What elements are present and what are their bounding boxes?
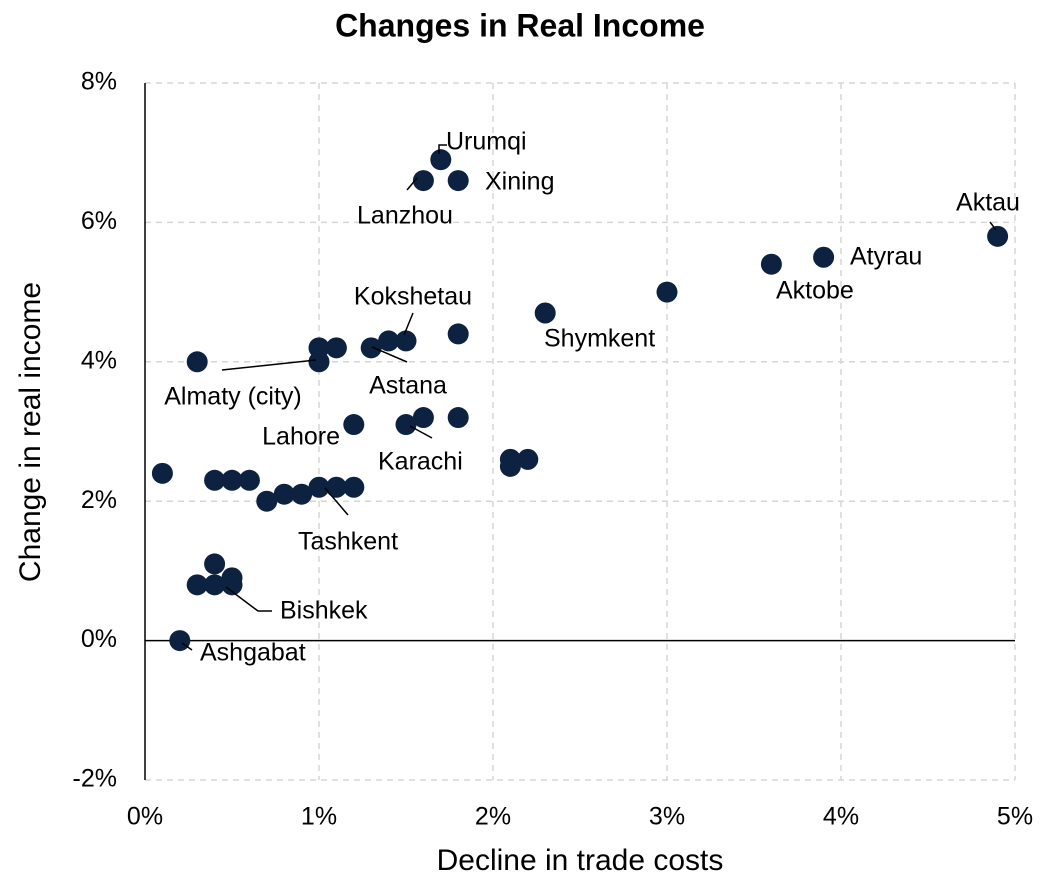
point — [395, 414, 417, 436]
x-tick-label: 3% — [649, 803, 685, 831]
point — [308, 476, 330, 498]
point — [760, 253, 782, 275]
point — [378, 330, 400, 352]
point — [395, 330, 417, 352]
point — [325, 337, 347, 359]
point — [186, 351, 208, 373]
point — [412, 170, 434, 192]
leader-line — [406, 177, 418, 191]
point-label: Kokshetau — [354, 283, 472, 311]
point-label: Bishkek — [280, 597, 368, 625]
point — [308, 351, 330, 373]
x-tick-label: 4% — [823, 803, 859, 831]
point — [343, 476, 365, 498]
point — [813, 246, 835, 268]
point-label: Karachi — [378, 448, 463, 476]
point — [343, 414, 365, 436]
point — [447, 407, 469, 429]
point — [534, 302, 556, 324]
point-label: Lahore — [262, 423, 340, 451]
y-axis-title: Change in real income — [14, 282, 47, 582]
y-tick-label: 4% — [81, 346, 117, 374]
point-label: Xining — [485, 168, 555, 196]
point-label: Urumqi — [446, 128, 527, 156]
leader-line — [324, 487, 349, 516]
y-tick-label: 8% — [81, 68, 117, 96]
point — [447, 323, 469, 345]
x-tick-label: 1% — [301, 803, 337, 831]
point — [204, 574, 226, 596]
leader-line — [225, 586, 272, 612]
point-label: Lanzhou — [357, 202, 453, 230]
x-tick-label: 5% — [997, 803, 1033, 831]
point-label: Shymkent — [544, 325, 655, 353]
point — [656, 281, 678, 303]
leader-line — [989, 221, 997, 231]
point — [325, 476, 347, 498]
point-label: Aktau — [956, 189, 1020, 217]
point — [186, 574, 208, 596]
point-label: Almaty (city) — [164, 383, 302, 411]
point-label: Aktobe — [776, 277, 854, 305]
y-tick-label: 2% — [81, 486, 117, 514]
leader-line — [371, 346, 408, 363]
y-tick-label: 6% — [81, 207, 117, 235]
point — [238, 469, 260, 491]
point-label: Tashkent — [298, 528, 398, 556]
y-tick-label: -2% — [73, 765, 117, 793]
point — [221, 574, 243, 596]
point — [499, 455, 521, 477]
leader-line — [181, 642, 193, 651]
point — [256, 490, 278, 512]
chart-title: Changes in Real Income — [335, 7, 705, 43]
point — [430, 149, 452, 171]
point — [204, 469, 226, 491]
leader-line — [221, 359, 317, 371]
y-tick-label: 0% — [81, 625, 117, 653]
x-tick-label: 2% — [475, 803, 511, 831]
leader-line — [438, 144, 447, 154]
leader-line — [403, 312, 414, 336]
point — [412, 407, 434, 429]
point — [169, 630, 191, 652]
point — [447, 170, 469, 192]
point — [517, 448, 539, 470]
point — [151, 462, 173, 484]
point-label: Ashgabat — [200, 639, 306, 667]
x-tick-label: 0% — [127, 803, 163, 831]
point — [291, 483, 313, 505]
x-axis-title: Decline in trade costs — [437, 844, 724, 877]
point-label: Astana — [369, 372, 447, 400]
point — [221, 469, 243, 491]
leader-line — [409, 425, 433, 439]
point-label: Atyrau — [850, 243, 922, 271]
point — [273, 483, 295, 505]
point — [987, 225, 1009, 247]
point — [204, 553, 226, 575]
point — [360, 337, 382, 359]
